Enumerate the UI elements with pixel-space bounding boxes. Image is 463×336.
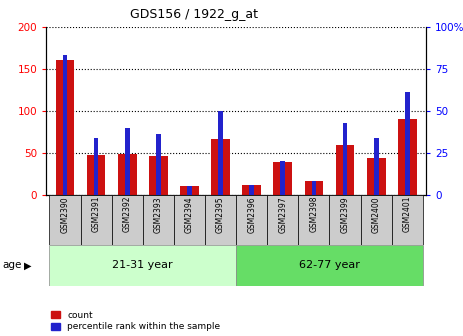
Bar bbox=[392, 195, 423, 245]
Bar bbox=[298, 195, 330, 245]
Bar bbox=[361, 195, 392, 245]
Bar bbox=[330, 195, 361, 245]
Bar bbox=[63, 55, 67, 195]
Text: GSM2391: GSM2391 bbox=[92, 196, 100, 233]
Bar bbox=[305, 181, 323, 195]
Bar bbox=[250, 185, 254, 195]
Bar bbox=[94, 138, 99, 195]
Bar bbox=[149, 156, 168, 195]
Bar bbox=[174, 195, 205, 245]
Bar bbox=[242, 185, 261, 195]
Bar bbox=[274, 162, 292, 195]
Legend: count, percentile rank within the sample: count, percentile rank within the sample bbox=[51, 311, 220, 332]
Bar bbox=[112, 195, 143, 245]
Text: age: age bbox=[2, 260, 22, 270]
Text: GSM2401: GSM2401 bbox=[403, 196, 412, 233]
Text: GSM2393: GSM2393 bbox=[154, 196, 163, 233]
Bar bbox=[50, 195, 81, 245]
Bar bbox=[236, 245, 423, 286]
Bar bbox=[56, 60, 74, 195]
Bar bbox=[180, 186, 199, 195]
Text: GSM2390: GSM2390 bbox=[61, 196, 69, 233]
Bar bbox=[343, 123, 347, 195]
Text: 62-77 year: 62-77 year bbox=[299, 260, 360, 270]
Text: GSM2399: GSM2399 bbox=[341, 196, 350, 233]
Text: GSM2392: GSM2392 bbox=[123, 196, 131, 233]
Bar bbox=[312, 181, 316, 195]
Text: GSM2398: GSM2398 bbox=[309, 196, 319, 233]
Bar bbox=[281, 161, 285, 195]
Text: GDS156 / 1922_g_at: GDS156 / 1922_g_at bbox=[131, 8, 258, 22]
Text: 21-31 year: 21-31 year bbox=[113, 260, 173, 270]
Bar bbox=[211, 139, 230, 195]
Bar bbox=[374, 138, 379, 195]
Bar bbox=[398, 119, 417, 195]
Bar bbox=[218, 111, 223, 195]
Bar bbox=[367, 158, 386, 195]
Bar bbox=[336, 145, 354, 195]
Bar bbox=[156, 134, 161, 195]
Text: ▶: ▶ bbox=[24, 260, 31, 270]
Bar bbox=[118, 154, 137, 195]
Bar bbox=[125, 128, 130, 195]
Text: GSM2396: GSM2396 bbox=[247, 196, 256, 233]
Text: GSM2397: GSM2397 bbox=[278, 196, 288, 233]
Text: GSM2395: GSM2395 bbox=[216, 196, 225, 233]
Bar bbox=[81, 195, 112, 245]
Bar bbox=[143, 195, 174, 245]
Bar bbox=[205, 195, 236, 245]
Bar bbox=[405, 92, 410, 195]
Bar bbox=[50, 245, 236, 286]
Bar bbox=[267, 195, 298, 245]
Text: GSM2394: GSM2394 bbox=[185, 196, 194, 233]
Text: GSM2400: GSM2400 bbox=[372, 196, 381, 233]
Bar bbox=[236, 195, 267, 245]
Bar bbox=[187, 186, 192, 195]
Bar bbox=[87, 155, 106, 195]
